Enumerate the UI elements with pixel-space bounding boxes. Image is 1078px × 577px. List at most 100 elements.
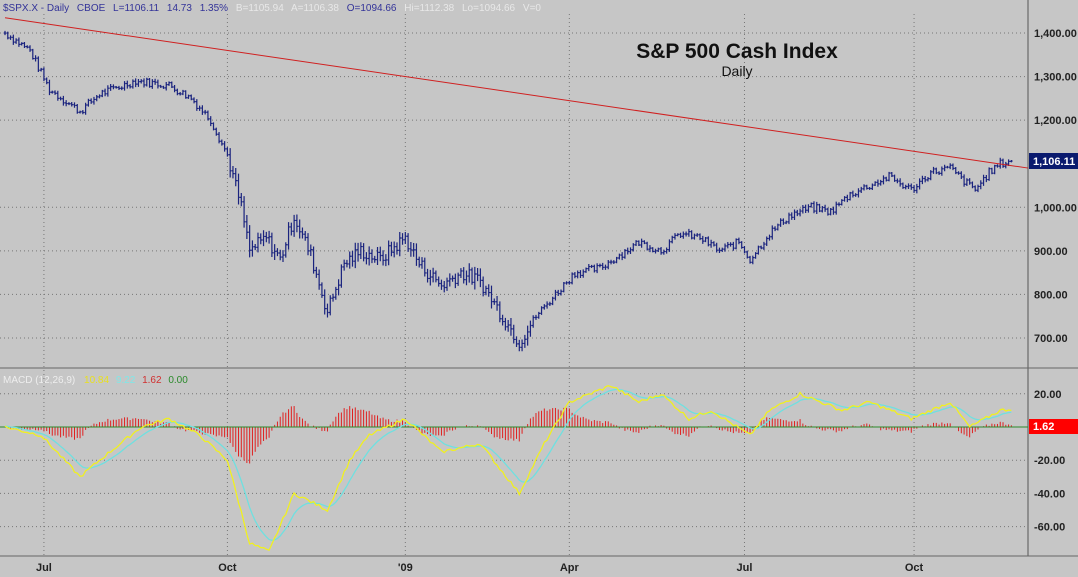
- price-bar: [189, 94, 193, 101]
- price-bar: [262, 230, 265, 247]
- price-bar: [303, 230, 307, 241]
- price-bar: [687, 228, 691, 237]
- price-bar: [626, 247, 630, 255]
- price-bar: [784, 220, 788, 225]
- price-bar: [960, 171, 963, 179]
- price-axis-tick: 700.00: [1034, 333, 1068, 345]
- header-last: L=1106.11: [113, 3, 160, 14]
- price-bar: [376, 247, 379, 265]
- price-bar: [846, 194, 849, 203]
- price-bar: [782, 218, 785, 225]
- price-bar: [395, 242, 399, 255]
- price-bar: [998, 157, 1002, 169]
- price-bar: [823, 204, 827, 212]
- price-bar: [812, 201, 816, 214]
- price-bar: [743, 245, 746, 254]
- price-bar: [267, 230, 271, 244]
- price-bar: [273, 244, 276, 260]
- price-axis-tick: 1,300.00: [1034, 72, 1077, 84]
- price-bar: [982, 174, 985, 186]
- price-bar: [334, 286, 338, 300]
- price-bar: [659, 246, 663, 255]
- header-volume: V=0: [523, 3, 542, 14]
- price-bar: [276, 248, 279, 257]
- price-bar: [759, 245, 763, 250]
- price-bar: [59, 96, 62, 101]
- price-bar: [732, 241, 735, 251]
- price-bar: [882, 175, 885, 185]
- price-axis-tick: 1,400.00: [1034, 28, 1077, 40]
- price-bar: [531, 315, 535, 328]
- price-bar: [520, 339, 524, 352]
- price-bar: [42, 67, 46, 82]
- price-bar: [95, 95, 99, 102]
- price-bar: [579, 270, 582, 278]
- price-bar: [12, 34, 15, 45]
- price-bar: [467, 263, 471, 283]
- price-bar: [448, 273, 452, 287]
- price-bar: [565, 281, 568, 285]
- price-bar: [37, 56, 40, 73]
- price-bar: [156, 79, 160, 89]
- price-bar: [145, 77, 149, 87]
- price-bar: [609, 259, 613, 265]
- price-bar: [879, 179, 882, 186]
- price-bar: [459, 268, 463, 278]
- price-bar: [112, 84, 115, 90]
- price-axis-tick: 900.00: [1034, 246, 1068, 258]
- price-bar: [651, 247, 655, 253]
- price-bar: [495, 295, 499, 311]
- price-bar: [412, 243, 415, 257]
- price-bar: [420, 257, 424, 269]
- price-bar: [515, 336, 518, 347]
- price-bar: [529, 320, 532, 337]
- price-bar: [340, 264, 343, 288]
- price-bar: [164, 82, 168, 91]
- price-bar: [645, 241, 649, 251]
- price-bar: [740, 241, 743, 249]
- price-bar: [809, 202, 813, 208]
- price-bar: [139, 79, 143, 84]
- price-bar: [326, 303, 329, 318]
- price-bar: [765, 236, 769, 247]
- price-bar: [259, 233, 263, 245]
- price-bar: [81, 110, 85, 115]
- price-bar: [748, 255, 752, 264]
- price-bar: [490, 285, 493, 309]
- price-bar: [476, 268, 479, 282]
- price-bar: [757, 245, 760, 255]
- price-bar: [712, 241, 716, 247]
- price-bar: [434, 270, 438, 283]
- header-bid: B=1105.94: [236, 3, 284, 14]
- price-bar: [245, 215, 249, 240]
- price-bar: [665, 247, 668, 254]
- price-bar: [793, 209, 796, 220]
- price-bar: [409, 242, 413, 257]
- price-bar: [570, 272, 574, 285]
- macd-legend-hist: 1.62: [142, 375, 162, 386]
- price-bar: [445, 277, 449, 291]
- price-bar: [537, 311, 541, 319]
- x-axis-ticks: Jul Oct '09 Apr Jul Oct: [36, 562, 924, 574]
- price-bar: [23, 41, 26, 49]
- price-bar: [270, 232, 274, 257]
- price-bar: [301, 227, 304, 239]
- price-bar: [323, 289, 326, 315]
- price-bar: [773, 226, 777, 232]
- price-bar: [559, 289, 563, 296]
- price-bar: [695, 233, 699, 237]
- price-bar: [45, 77, 48, 85]
- header-change-pct: 1.35%: [200, 3, 228, 14]
- price-bar: [487, 284, 491, 297]
- price-bar: [637, 240, 641, 247]
- price-bar: [320, 282, 324, 298]
- price-bar: [734, 238, 738, 250]
- price-bar: [640, 238, 643, 248]
- price-axis-tick: 1,000.00: [1034, 202, 1077, 214]
- price-bar: [593, 264, 596, 273]
- price-bar: [534, 314, 538, 320]
- price-bar: [693, 233, 696, 240]
- price-bar: [392, 241, 396, 258]
- price-bar: [290, 222, 293, 236]
- price-bar: [14, 38, 18, 44]
